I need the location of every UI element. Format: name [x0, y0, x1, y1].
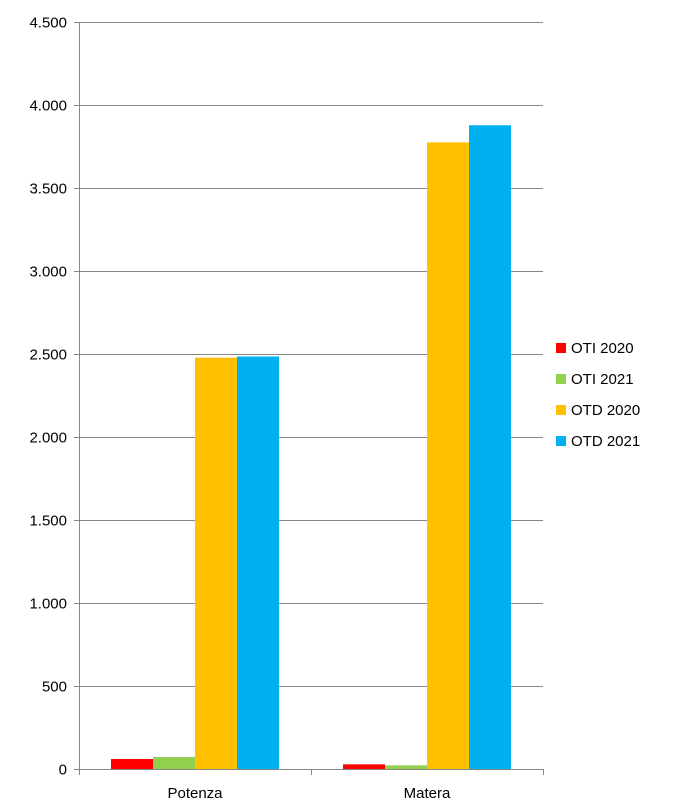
legend-swatch — [556, 374, 566, 384]
y-tick-label: 3.500 — [29, 181, 67, 198]
y-tick-label: 1.000 — [29, 596, 67, 613]
y-tick-label: 500 — [42, 679, 67, 696]
x-category-label: Matera — [404, 785, 451, 802]
x-category-label: Potenza — [167, 785, 223, 802]
bar-oti-2021-potenza — [153, 757, 195, 769]
legend-swatch — [556, 436, 566, 446]
bar-otd-2020-potenza — [195, 357, 237, 769]
legend-label: OTI 2020 — [571, 340, 634, 357]
y-tick-label: 4.500 — [29, 15, 67, 32]
y-axis-ticks: 0 500 1.000 1.500 2.000 2.500 3.000 3.500 4.000 4… — [29, 15, 79, 779]
legend: OTI 2020 OTI 2021 OTD 2020 OTD 2021 — [556, 340, 640, 450]
y-tick-label: 2.500 — [29, 347, 67, 364]
y-tick-label: 0 — [59, 762, 67, 779]
bar-otd-2020-matera — [427, 142, 469, 770]
x-axis-labels: Potenza Matera — [167, 785, 451, 802]
legend-label: OTD 2020 — [571, 402, 640, 419]
legend-label: OTD 2021 — [571, 433, 640, 450]
legend-swatch — [556, 405, 566, 415]
y-tick-label: 2.000 — [29, 430, 67, 447]
bar-otd-2021-matera — [469, 125, 511, 769]
legend-label: OTI 2021 — [571, 371, 634, 388]
y-tick-label: 4.000 — [29, 98, 67, 115]
bar-oti-2020-potenza — [111, 759, 153, 769]
y-tick-label: 3.000 — [29, 264, 67, 281]
bar-otd-2021-potenza — [237, 356, 279, 769]
bar-oti-2021-matera — [385, 765, 427, 769]
gridlines — [79, 22, 543, 687]
bar-oti-2020-matera — [343, 764, 385, 769]
bars — [111, 125, 511, 770]
y-tick-label: 1.500 — [29, 513, 67, 530]
axes — [79, 22, 544, 775]
legend-swatch — [556, 343, 566, 353]
